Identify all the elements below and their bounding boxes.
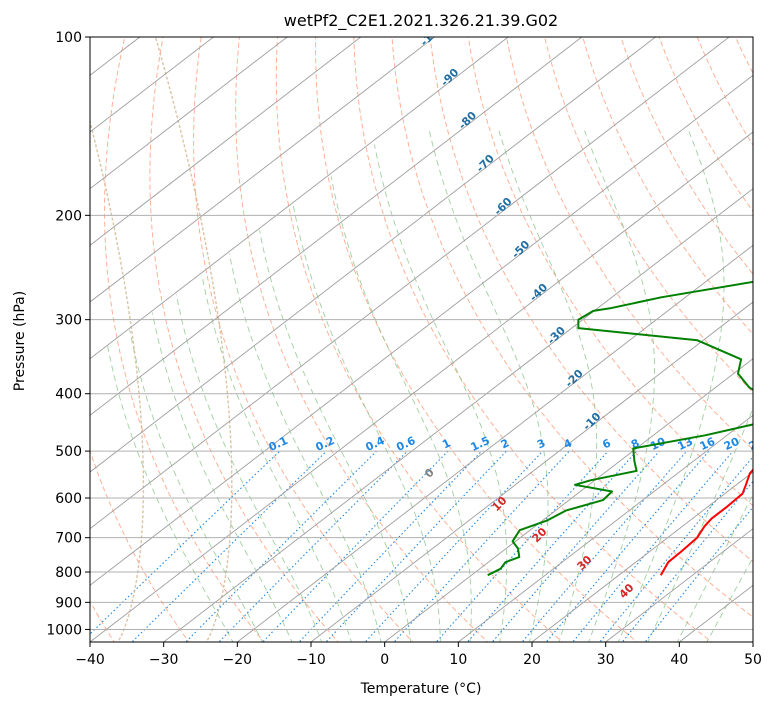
y-tick-label: 200 — [55, 208, 82, 224]
isotherm-line — [604, 528, 753, 642]
isotherm-line — [90, 37, 288, 190]
y-tick-label: 300 — [55, 313, 82, 329]
y-tick-label: 100 — [55, 30, 82, 46]
dewpoint-profile-line — [487, 280, 753, 577]
isotherm-line — [90, 37, 215, 133]
y-tick-label: 600 — [55, 491, 82, 507]
x-axis-ticks: −40 −30 −20 −10 0 10 20 30 40 50 — [75, 642, 762, 668]
x-axis-label: Temperature (°C) — [360, 681, 482, 697]
moist-adiabat-line — [151, 312, 293, 642]
mixing-ratio-line — [435, 450, 609, 642]
mixing-ratio-line — [262, 450, 449, 642]
dry-adiabat-line — [149, 37, 339, 642]
mixing-ratio-line — [364, 450, 544, 642]
y-tick-label: 1000 — [46, 622, 82, 638]
x-tick-label: −10 — [296, 652, 326, 668]
mixing-ratio-line — [325, 450, 507, 642]
moist-adiabat-line — [129, 329, 263, 642]
isotherm-line — [383, 358, 753, 642]
moist-adiabat-line — [706, 556, 753, 642]
y-tick-label: 800 — [55, 565, 82, 581]
dry-adiabat-line — [235, 37, 489, 642]
grid-lines — [90, 37, 753, 642]
mixing-ratio-line — [599, 455, 753, 642]
y-axis-ticks: 100 200 300 400 500 600 700 800 900 1000 — [46, 30, 90, 638]
x-tick-label: −40 — [75, 652, 105, 668]
x-tick-label: −20 — [223, 652, 253, 668]
moist-adiabat-line — [292, 204, 441, 642]
isotherm-line — [90, 37, 657, 473]
y-tick-label: 500 — [55, 444, 82, 460]
isotherm-line — [90, 37, 436, 303]
x-tick-label: −30 — [149, 652, 179, 668]
isotherm-line — [90, 37, 583, 416]
moist-adiabat-line — [584, 130, 655, 642]
moist-adiabat-line — [498, 130, 598, 642]
dry-adiabat-line — [193, 37, 414, 642]
mixing-ratio-line — [298, 450, 483, 642]
x-tick-label: 20 — [523, 652, 541, 668]
dry-adiabat-line — [353, 37, 713, 642]
isotherm-line — [90, 37, 362, 246]
plot-area — [90, 37, 753, 642]
dry-adiabat-line — [275, 37, 564, 642]
isotherm-line — [531, 471, 753, 642]
dry-adiabat-line — [104, 37, 265, 642]
mixing-ratio-line — [521, 450, 688, 642]
y-tick-label: 400 — [55, 387, 82, 403]
moist-adiabat-line — [428, 130, 549, 642]
y-tick-label: 900 — [55, 595, 82, 611]
y-axis-label: Pressure (hPa) — [12, 291, 28, 391]
x-tick-label: 10 — [449, 652, 467, 668]
moist-adiabat-line — [330, 176, 472, 642]
mixing-ratio-label: 20 — [722, 435, 742, 453]
isotherm-line — [90, 74, 753, 586]
isotherm-line — [310, 301, 753, 642]
moist-adiabat-line — [676, 493, 753, 642]
temperature-profile-line — [659, 468, 753, 576]
mixing-ratio-label: 25 — [747, 435, 766, 453]
moist-adiabat-line — [374, 144, 508, 642]
isotherm-line — [162, 188, 753, 642]
profile-lines — [487, 280, 753, 577]
moist-adiabat-line — [617, 130, 725, 642]
x-tick-label: 40 — [670, 652, 688, 668]
x-tick-label: 30 — [597, 652, 615, 668]
isotherm-label: -100 — [418, 20, 447, 49]
isotherm-line — [90, 37, 509, 360]
moist-adiabat-line — [201, 274, 352, 642]
moist-adiabat-line — [175, 294, 323, 642]
isotherm-line — [457, 414, 753, 642]
chart-title: wetPf2_C2E1.2021.326.21.39.G02 — [284, 11, 558, 31]
isotherm-line — [90, 37, 730, 530]
dry-adiabat-line — [544, 37, 753, 394]
dry-adiabat-line — [429, 37, 753, 563]
moist-adiabat-line — [647, 407, 753, 642]
mixing-ratio-line — [466, 450, 638, 642]
dry-adiabat-line — [506, 37, 753, 451]
dry-adiabat-line — [391, 37, 753, 618]
mixing-ratio-label: 16 — [698, 435, 718, 453]
background-lines — [90, 37, 753, 642]
moist-adiabat-line — [259, 230, 412, 642]
mixing-ratio-line — [185, 450, 377, 642]
moist-adiabat-line — [107, 345, 234, 642]
mixing-ratio-line — [90, 450, 281, 635]
mixing-ratio-line — [218, 450, 408, 642]
moist-adiabat-line — [228, 253, 382, 642]
y-tick-label: 700 — [55, 531, 82, 547]
plot-frame — [89, 36, 754, 643]
isotherm-line — [90, 131, 753, 642]
x-tick-label: 0 — [380, 652, 389, 668]
x-tick-label: 50 — [744, 652, 762, 668]
